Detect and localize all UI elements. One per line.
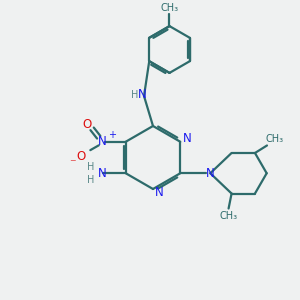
Text: CH₃: CH₃ (266, 134, 284, 145)
Text: H: H (87, 162, 94, 172)
Text: H: H (87, 175, 94, 185)
Text: H: H (131, 89, 138, 100)
Text: N: N (155, 185, 164, 199)
Text: N: N (98, 167, 107, 180)
Text: O: O (82, 118, 91, 131)
Text: N: N (98, 135, 107, 148)
Text: ⁻: ⁻ (69, 157, 76, 170)
Text: N: N (138, 88, 147, 101)
Text: N: N (206, 167, 215, 180)
Text: CH₃: CH₃ (160, 3, 178, 13)
Text: +: + (108, 130, 116, 140)
Text: CH₃: CH₃ (220, 211, 238, 221)
Text: N: N (182, 132, 191, 145)
Text: O: O (77, 150, 86, 163)
